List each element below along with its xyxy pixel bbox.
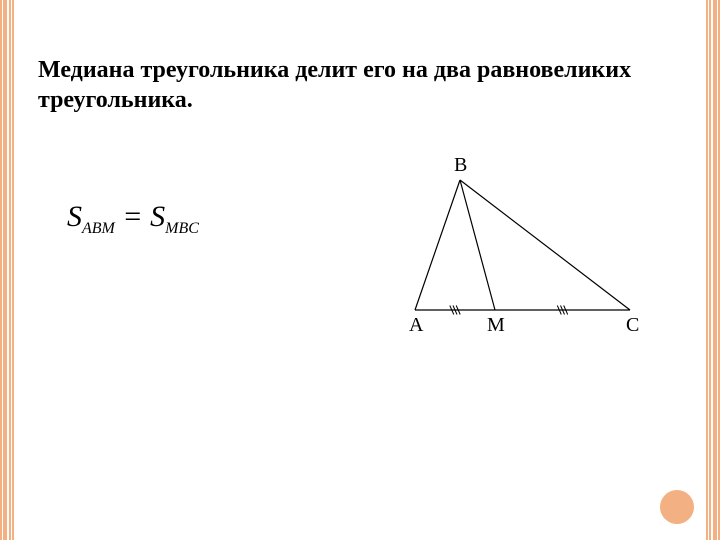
triangle-diagram: А В М С — [395, 155, 655, 335]
right-border — [706, 0, 720, 540]
rhs-sub: MBC — [165, 220, 199, 237]
statement-text: Медиана треугольника делит его на два ра… — [38, 55, 658, 115]
corner-dot-icon — [660, 490, 694, 524]
label-M: М — [487, 314, 505, 337]
eq-sign: = — [115, 200, 150, 233]
label-C: С — [626, 314, 639, 337]
area-equation: SABM = SMBC — [67, 200, 199, 238]
label-B: В — [454, 154, 467, 177]
lhs-sub: ABM — [82, 220, 115, 237]
label-A: А — [409, 314, 423, 337]
left-border — [0, 0, 14, 540]
rhs-S: S — [150, 200, 165, 233]
lhs-S: S — [67, 200, 82, 233]
